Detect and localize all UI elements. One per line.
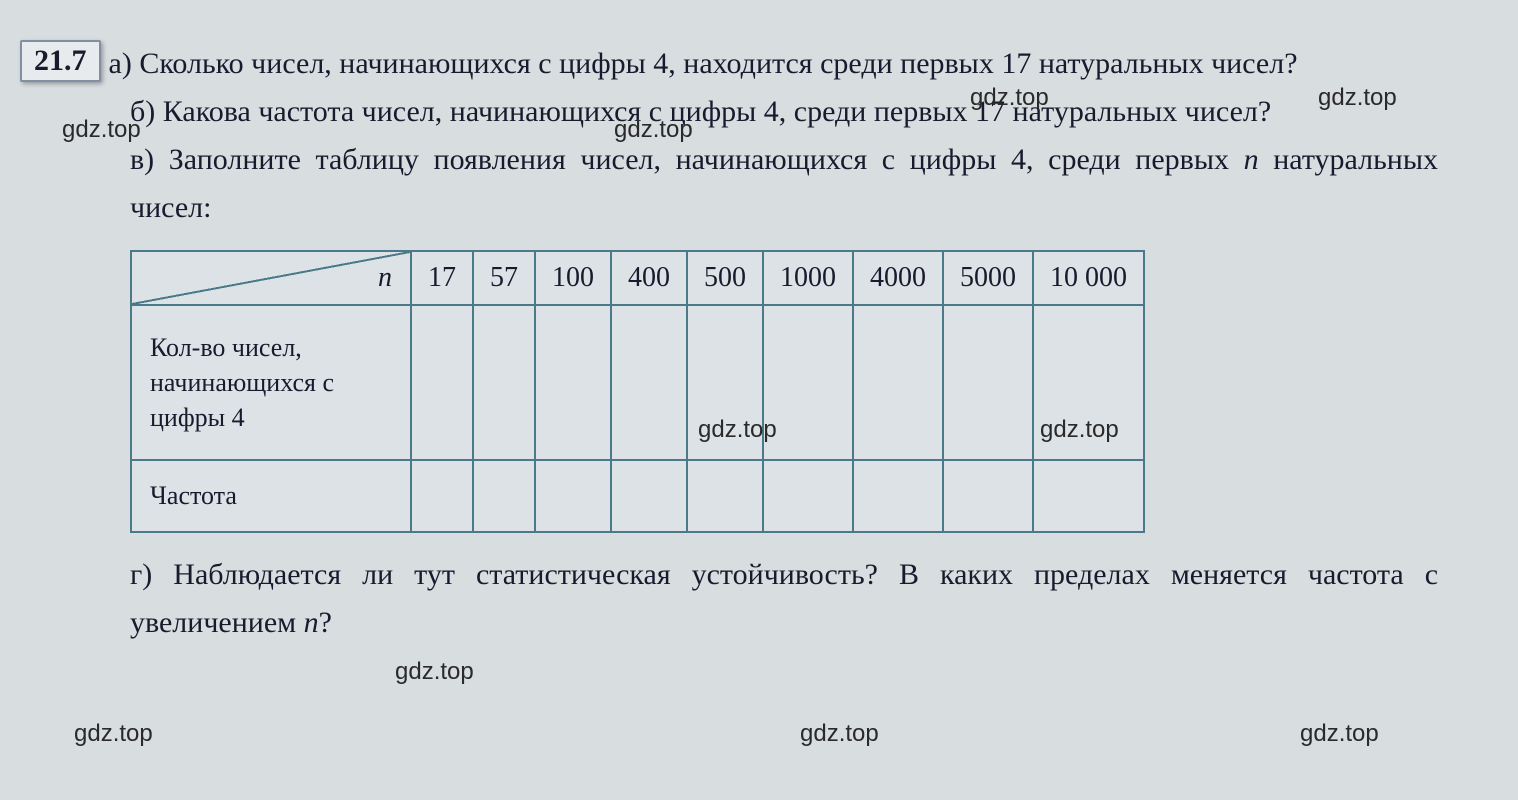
table-col-header: 5000 [943, 251, 1033, 305]
table-col-header: 57 [473, 251, 535, 305]
table-col-header: 10 000 [1033, 251, 1144, 305]
table-cell [535, 305, 611, 460]
table-cell [473, 305, 535, 460]
table-col-header: 1000 [763, 251, 853, 305]
table-col-header: 500 [687, 251, 763, 305]
table-row1-label: Кол-во чисел, начинающихся с цифры 4 [131, 305, 411, 460]
part-d-text: г) Наблюдается ли тут статистическая уст… [130, 551, 1438, 647]
table-cell [535, 460, 611, 532]
part-a-label: а) [109, 47, 132, 80]
table-col-header: 4000 [853, 251, 943, 305]
watermark: gdz.top [1300, 720, 1379, 748]
table-cell [473, 460, 535, 532]
table-header-row: n 17 57 100 400 500 1000 4000 5000 10 00… [131, 251, 1144, 305]
part-c-label: в) [130, 143, 154, 176]
table-cell [943, 305, 1033, 460]
part-a-line: 21.7 а) Сколько чисел, начинающихся с ци… [20, 40, 1438, 88]
part-d-label: г) [130, 558, 152, 591]
table-cell [687, 305, 763, 460]
data-table: n 17 57 100 400 500 1000 4000 5000 10 00… [130, 250, 1145, 533]
part-c-body-before: Заполните таблицу появления чисел, начин… [169, 143, 1244, 176]
part-b-label: б) [130, 95, 155, 128]
table-cell [763, 305, 853, 460]
watermark: gdz.top [800, 720, 879, 748]
table-cell [943, 460, 1033, 532]
table-corner-cell: n [131, 251, 411, 305]
table-cell [853, 305, 943, 460]
table-cell [611, 460, 687, 532]
table-cell [687, 460, 763, 532]
table-col-header: 400 [611, 251, 687, 305]
part-d-n: n [304, 606, 319, 639]
part-c-n: n [1244, 143, 1259, 176]
table-cell [1033, 305, 1144, 460]
table-cell [411, 305, 473, 460]
part-b-body: Какова частота чисел, начинающихся с циф… [163, 95, 1271, 128]
table-row-count: Кол-во чисел, начинающихся с цифры 4 [131, 305, 1144, 460]
part-b-text: б) Какова частота чисел, начинающихся с … [130, 88, 1438, 136]
part-a-text: а) Сколько чисел, начинающихся с цифры 4… [109, 40, 1439, 88]
table-cell [853, 460, 943, 532]
table-col-header: 100 [535, 251, 611, 305]
problem-container: 21.7 а) Сколько чисел, начинающихся с ци… [20, 40, 1438, 647]
table-col-header: 17 [411, 251, 473, 305]
table-cell [611, 305, 687, 460]
watermark: gdz.top [74, 720, 153, 748]
table-cell [411, 460, 473, 532]
table-row2-label: Частота [131, 460, 411, 532]
table-header-n: n [378, 262, 392, 293]
table-cell [763, 460, 853, 532]
problem-number-label: 21.7 [20, 40, 101, 82]
table-row-frequency: Частота [131, 460, 1144, 532]
watermark: gdz.top [395, 658, 474, 686]
table-cell [1033, 460, 1144, 532]
part-d-body-after: ? [319, 606, 332, 639]
part-a-body: Сколько чисел, начинающихся с цифры 4, н… [139, 47, 1297, 80]
part-c-text: в) Заполните таблицу появления чисел, на… [130, 136, 1438, 232]
